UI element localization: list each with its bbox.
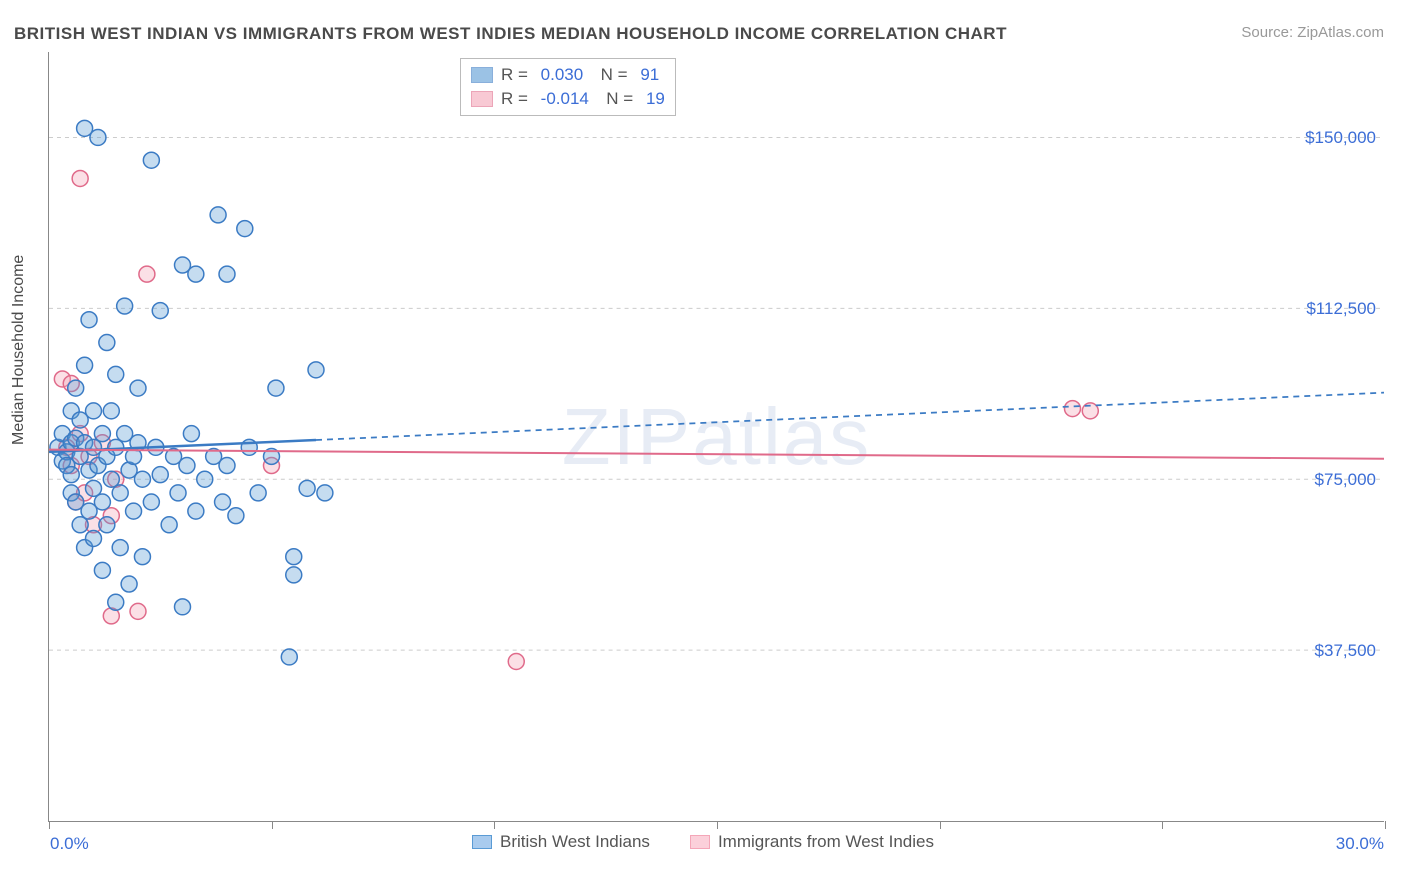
chart-title: BRITISH WEST INDIAN VS IMMIGRANTS FROM W… [14, 24, 1007, 44]
y-axis-label: Median Household Income [10, 255, 28, 445]
source-link[interactable]: ZipAtlas.com [1297, 24, 1384, 41]
source-attribution: Source: ZipAtlas.com [1241, 24, 1384, 41]
legend-item-1: Immigrants from West Indies [690, 832, 934, 852]
plot-svg [49, 52, 1384, 821]
legend-swatch-0 [472, 835, 492, 849]
legend-item-0: British West Indians [472, 832, 650, 852]
x-tick-mark [717, 821, 718, 829]
stat-n-label: N = [597, 89, 638, 109]
stat-n-value-0: 91 [640, 65, 659, 85]
x-tick-mark [49, 821, 50, 829]
legend-swatch-1 [690, 835, 710, 849]
legend-label-1: Immigrants from West Indies [718, 832, 934, 852]
stats-legend-box: R = 0.030 N = 91 R = -0.014 N = 19 [460, 58, 676, 116]
x-tick-mark [272, 821, 273, 829]
x-tick-mark [1162, 821, 1163, 829]
stat-n-label: N = [591, 65, 632, 85]
stats-row-series-1: R = -0.014 N = 19 [471, 87, 665, 111]
swatch-series-1 [471, 91, 493, 107]
y-tick-label: $150,000 [1305, 128, 1376, 148]
source-prefix: Source: [1241, 24, 1297, 41]
stat-r-label: R = [501, 89, 533, 109]
x-tick-mark [494, 821, 495, 829]
y-tick-label: $75,000 [1315, 470, 1376, 490]
x-tick-mark [940, 821, 941, 829]
plot-area: ZIPatlas $37,500$75,000$112,500$150,000 [48, 52, 1384, 822]
y-tick-label: $112,500 [1306, 299, 1376, 319]
x-tick-mark [1385, 821, 1386, 829]
legend-label-0: British West Indians [500, 832, 650, 852]
stat-r-value-1: -0.014 [541, 89, 589, 109]
swatch-series-0 [471, 67, 493, 83]
stat-r-value-0: 0.030 [541, 65, 584, 85]
stats-row-series-0: R = 0.030 N = 91 [471, 63, 665, 87]
correlation-chart: BRITISH WEST INDIAN VS IMMIGRANTS FROM W… [0, 0, 1406, 892]
y-tick-label: $37,500 [1315, 641, 1376, 661]
stat-r-label: R = [501, 65, 533, 85]
legend-bottom: British West Indians Immigrants from Wes… [0, 832, 1406, 852]
stat-n-value-1: 19 [646, 89, 665, 109]
